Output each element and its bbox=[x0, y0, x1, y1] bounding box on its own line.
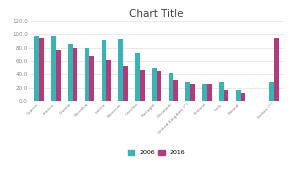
Bar bbox=[157, 71, 161, 101]
Bar bbox=[56, 50, 61, 101]
Bar bbox=[219, 82, 224, 101]
Bar bbox=[89, 56, 94, 101]
Bar bbox=[39, 38, 44, 101]
Bar bbox=[123, 66, 128, 101]
Bar bbox=[106, 60, 111, 101]
Bar bbox=[35, 35, 39, 101]
Bar bbox=[118, 39, 123, 101]
Bar bbox=[274, 38, 279, 101]
Bar bbox=[186, 82, 190, 101]
Bar bbox=[190, 84, 195, 101]
Bar bbox=[135, 53, 140, 101]
Bar bbox=[73, 48, 77, 101]
Bar bbox=[152, 68, 157, 101]
Title: Chart Title: Chart Title bbox=[129, 9, 184, 19]
Legend: 2006, 2016: 2006, 2016 bbox=[125, 147, 188, 158]
Bar bbox=[173, 80, 178, 101]
Bar bbox=[68, 44, 73, 101]
Bar bbox=[240, 93, 245, 101]
Bar bbox=[51, 35, 56, 101]
Bar bbox=[269, 82, 274, 101]
Bar bbox=[202, 84, 207, 101]
Bar bbox=[169, 73, 173, 101]
Bar bbox=[224, 90, 229, 101]
Bar bbox=[102, 39, 106, 101]
Bar bbox=[207, 84, 212, 101]
Bar bbox=[236, 90, 240, 101]
Bar bbox=[85, 48, 89, 101]
Bar bbox=[140, 70, 144, 101]
